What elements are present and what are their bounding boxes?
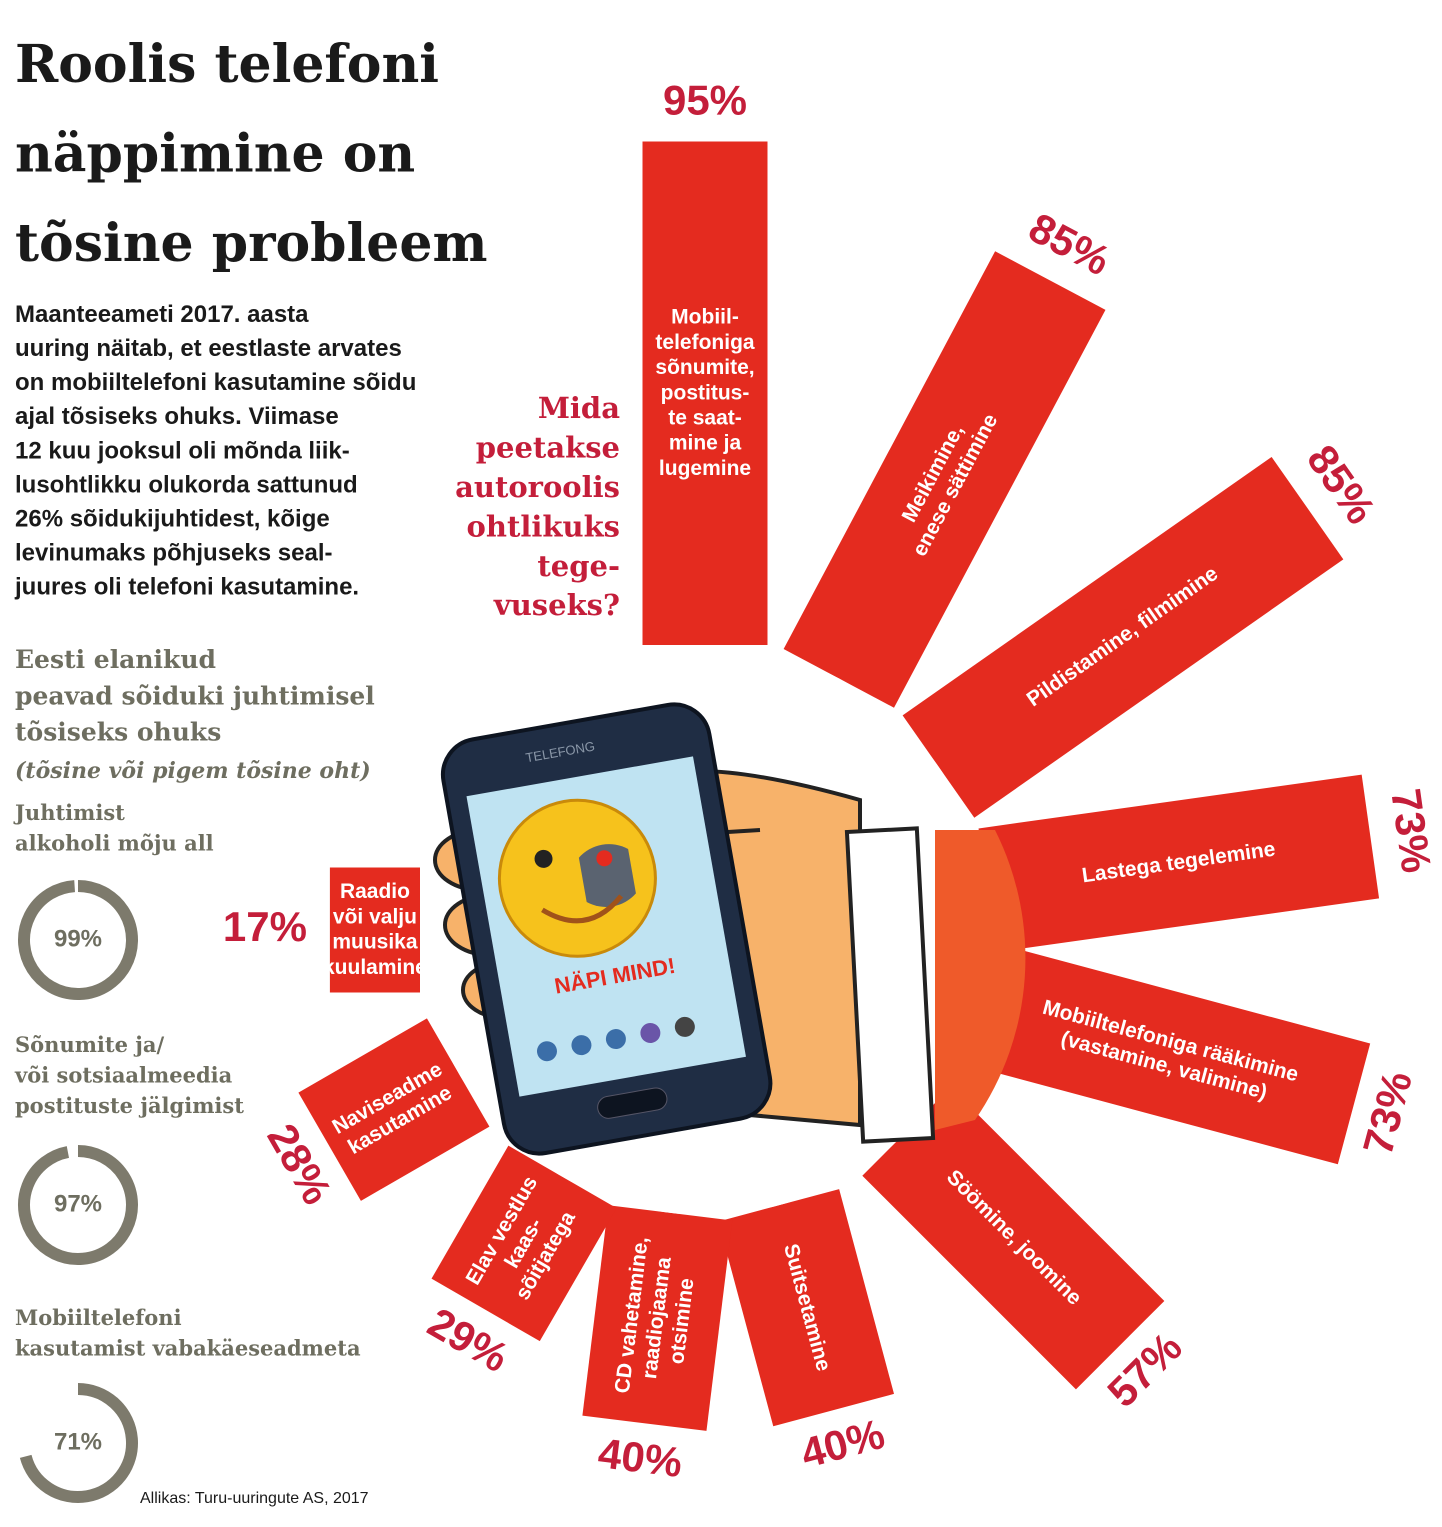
phone: TELEFONG NÄPI MIND! xyxy=(440,702,773,1156)
app-icon xyxy=(674,1016,695,1037)
robot-eye xyxy=(596,850,613,867)
donut-category: Juhtimist alkoholi mõju all xyxy=(13,800,214,855)
bar xyxy=(978,774,1380,953)
bar xyxy=(329,867,420,993)
radial-bars: Mobiil-telefoniga sõnumite, postitus-te sa… xyxy=(223,77,1441,1486)
donut-value: 97% xyxy=(54,1190,102,1217)
bar xyxy=(783,251,1106,708)
app-icon xyxy=(605,1029,626,1050)
app-icon xyxy=(571,1035,592,1056)
bar xyxy=(862,1087,1165,1390)
value-label: 40% xyxy=(596,1429,685,1486)
bar xyxy=(431,1145,617,1342)
sleeve xyxy=(935,830,1026,1130)
donut-title: Eesti elanikud peavad sõiduki juhtimisel t… xyxy=(15,645,375,747)
bar-label: CD vahetamine,raadiojaamaotsimine xyxy=(610,1235,702,1400)
emoji xyxy=(497,798,657,958)
donut-category: Sõnumite ja/või sotsiaalmeedia postituste… xyxy=(14,1032,244,1118)
donut-arc xyxy=(19,1383,138,1503)
bar xyxy=(718,1189,895,1427)
emoji-eye xyxy=(534,849,553,868)
emoji-robot xyxy=(578,844,636,907)
bar xyxy=(902,456,1344,818)
bar xyxy=(642,141,768,645)
value-label: 95% xyxy=(663,77,747,124)
bar-label: Mobiil-telefoniga sõnumite, postitus-te sa… xyxy=(655,305,754,479)
emoji-mouth xyxy=(541,894,624,924)
source: Allikas: Turu-uuringute AS, 2017 xyxy=(140,1490,369,1507)
bar xyxy=(964,943,1371,1165)
app-icon xyxy=(536,1041,557,1062)
value-label: 17% xyxy=(223,903,307,950)
donut-arc xyxy=(18,880,138,1000)
question: Mida peetakse autoroolis ohtlikuks tege-vuse… xyxy=(455,391,620,622)
value-label: 40% xyxy=(796,1410,889,1477)
intro-text: Maanteeameti 2017. aasta uuring näitab, e… xyxy=(14,301,416,601)
donut-arc xyxy=(18,1145,139,1265)
bar-label: Raadio või valju muusika kuulamine xyxy=(323,880,427,979)
app-icon xyxy=(640,1022,661,1043)
donut-value: 71% xyxy=(54,1428,102,1455)
donut-value: 99% xyxy=(54,925,102,952)
value-label: 73% xyxy=(1354,1066,1421,1159)
value-label: 85% xyxy=(1022,204,1118,285)
illustration: TELEFONG NÄPI MIND! xyxy=(420,645,1026,1215)
donut-category: Mobiiltelefoni kasutamist vabakäeseadmeta xyxy=(15,1305,361,1360)
bar xyxy=(298,1018,490,1201)
page-title: Roolis telefoni näppimine on tõsine proble… xyxy=(15,34,487,274)
home-button xyxy=(597,1087,668,1119)
bar xyxy=(582,1205,733,1431)
donut-subtitle: (tõsine või pigem tõsine oht) xyxy=(15,758,371,784)
value-label: 73% xyxy=(1382,786,1440,876)
cuff xyxy=(844,826,936,1144)
